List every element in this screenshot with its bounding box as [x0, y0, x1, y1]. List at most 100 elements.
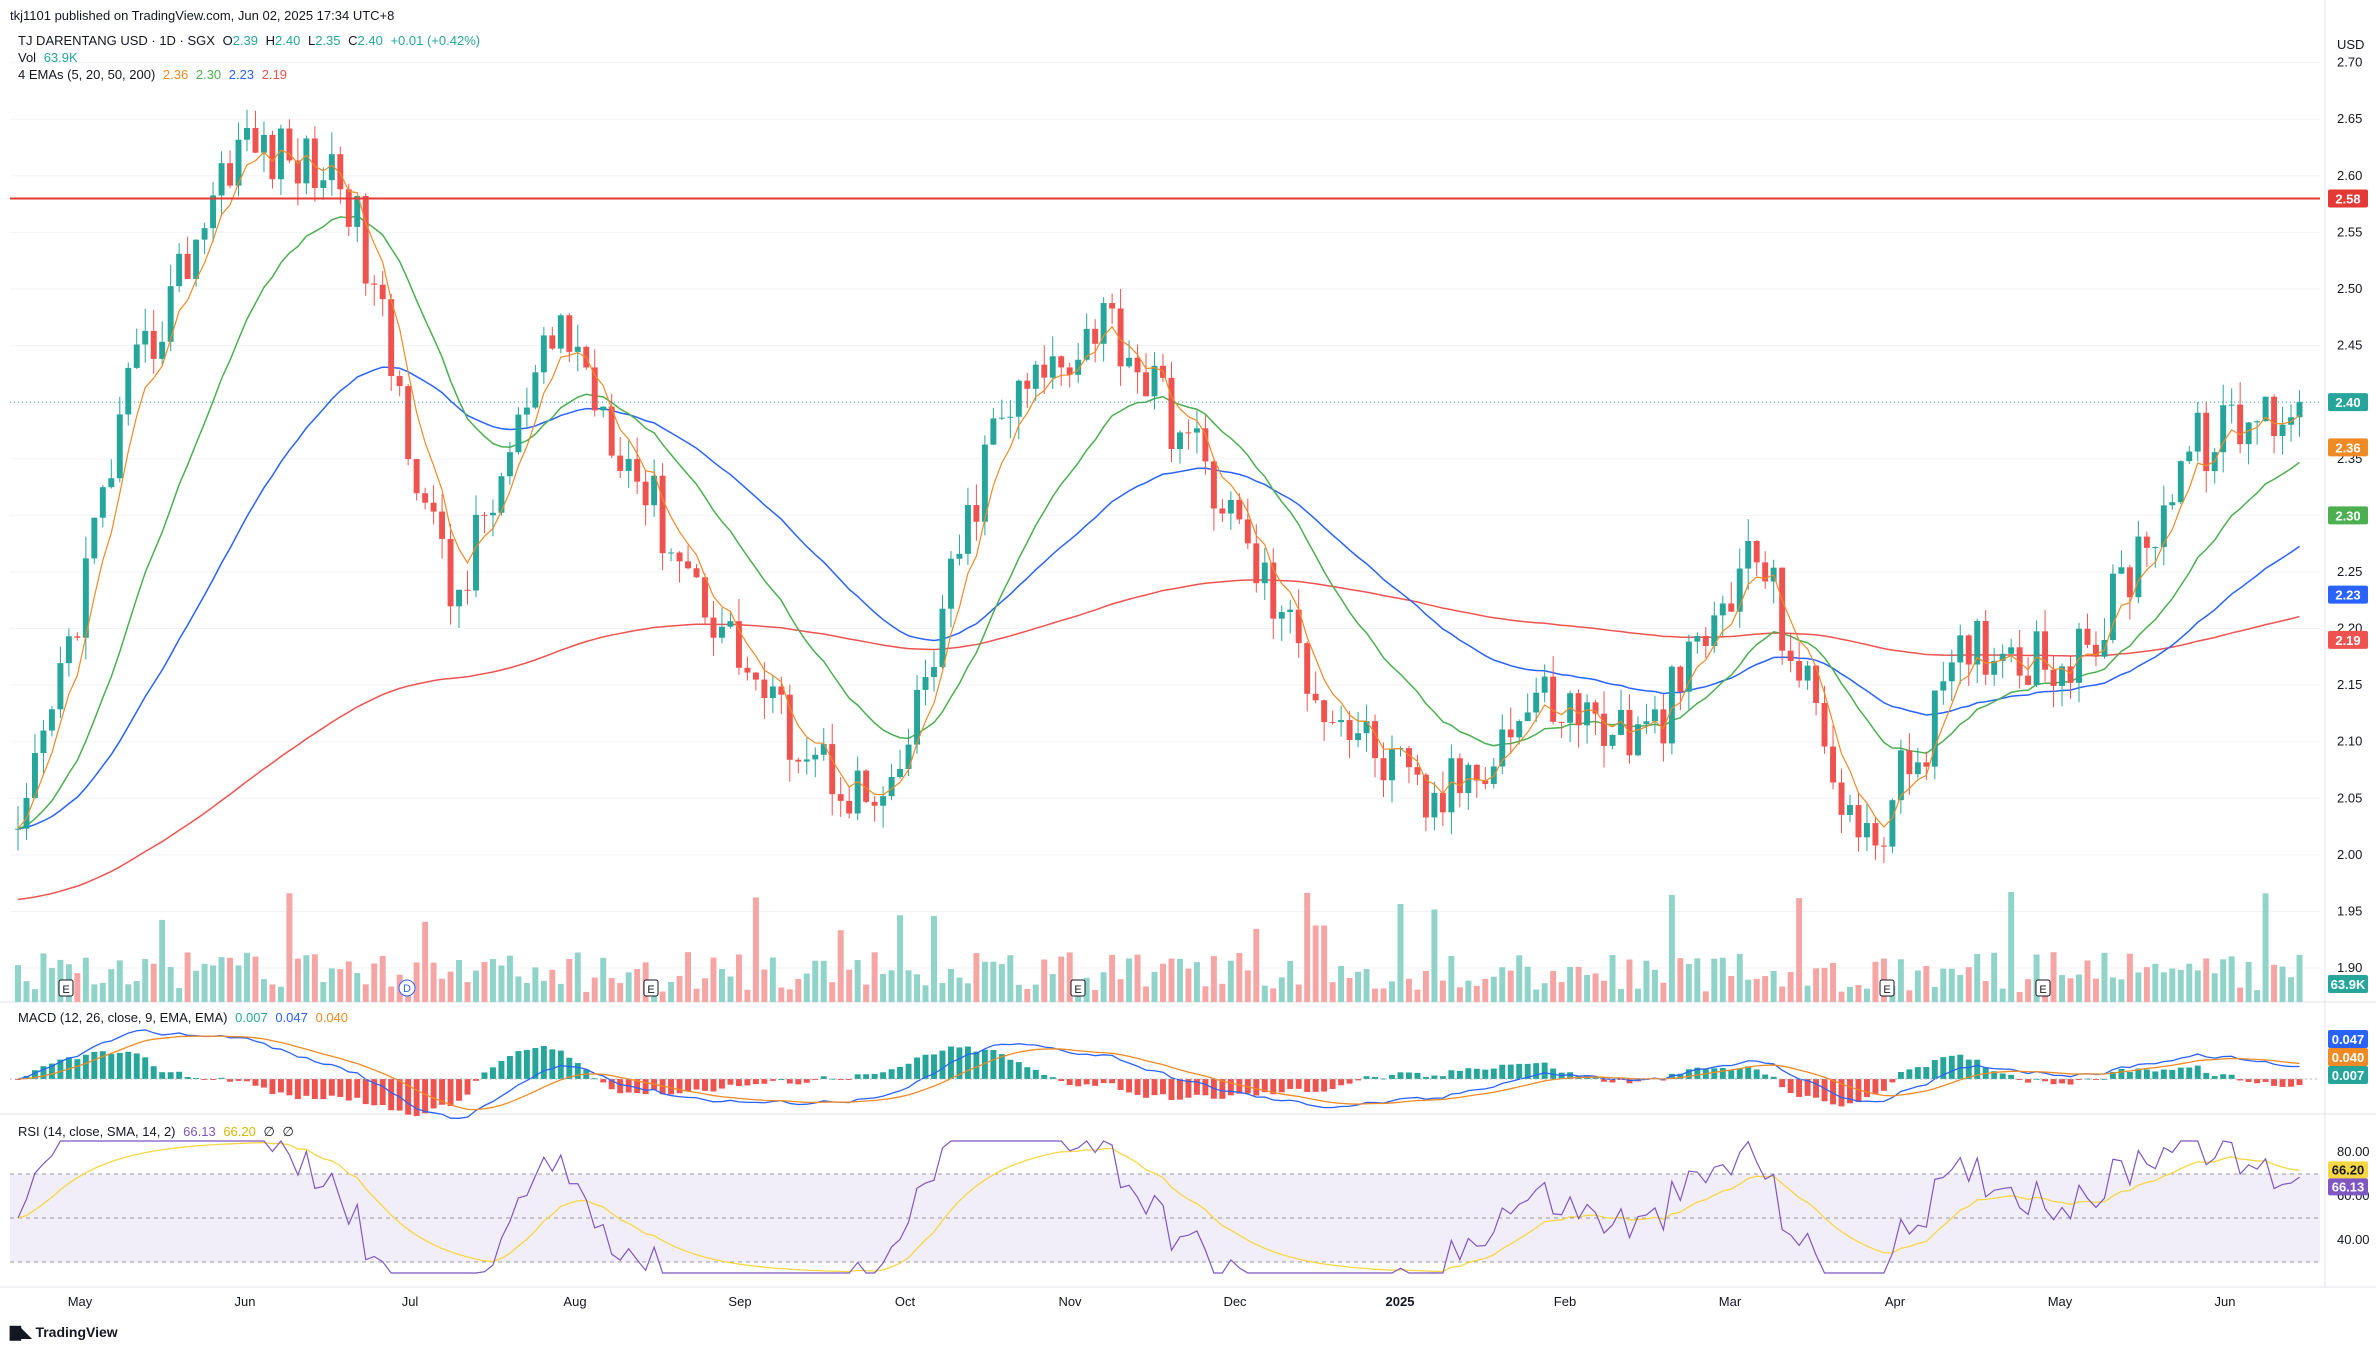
volume-bar	[142, 959, 149, 1002]
candle-body	[651, 475, 658, 506]
volume-bar	[693, 988, 700, 1002]
macd-hist-bar	[710, 1079, 717, 1092]
volume-bar	[1126, 958, 1133, 1002]
macd-hist-bar	[1456, 1070, 1463, 1079]
ema-legend[interactable]: 4 EMAs (5, 20, 50, 200) 2.36 2.30 2.23 2…	[18, 67, 287, 82]
candle-body	[1609, 734, 1616, 746]
candle-body	[1660, 709, 1667, 744]
time-axis[interactable]: May Jun Jul Aug Sep Oct Nov Dec 2025 Feb Mar Apr May…	[68, 1294, 2236, 1309]
price-axis[interactable]: 2.702.652.602.552.502.452.402.352.302.25…	[2328, 37, 2368, 993]
candle-body	[235, 139, 242, 186]
candle-body	[1380, 758, 1387, 781]
candle-body	[685, 561, 692, 569]
candle-body	[447, 538, 454, 607]
macd-hist-bar	[2203, 1072, 2210, 1079]
macd-hist-bar	[345, 1079, 352, 1101]
candle-body	[1694, 635, 1701, 642]
candle-body	[65, 636, 72, 664]
candle-body	[23, 797, 30, 829]
candle-body	[2059, 666, 2066, 686]
macd-hist-bar	[2118, 1069, 2125, 1079]
macd-pane[interactable]: 0.047 0.040 0.007	[10, 1029, 2368, 1119]
macd-hist-bar	[1355, 1079, 1362, 1081]
volume-bar	[1024, 988, 1031, 1002]
macd-hist-bar	[803, 1079, 810, 1083]
earnings-marker: E	[62, 984, 69, 996]
macd-badge-bg	[2328, 1030, 2368, 1048]
candle-body	[515, 414, 522, 453]
macd-hist-bar	[2101, 1078, 2108, 1080]
volume-bar	[1185, 968, 1192, 1002]
volume-bar	[2296, 954, 2303, 1002]
candle-body	[210, 195, 217, 229]
candle-body	[15, 828, 21, 830]
volume-bar	[447, 971, 454, 1002]
candle-body	[2135, 536, 2142, 598]
macd-hist-bar	[557, 1050, 564, 1079]
macd-hist-bar	[2271, 1079, 2278, 1086]
ema50-path	[17, 366, 2300, 830]
volume-bar	[1533, 989, 1540, 1002]
tradingview-logo[interactable]: ▇◣ TradingView	[10, 1324, 118, 1341]
macd-hist-bar	[2076, 1079, 2082, 1080]
volume-bar	[2059, 975, 2066, 1002]
volume-bar	[303, 955, 310, 1002]
volume-bar	[1304, 892, 1311, 1002]
volume-bar	[286, 893, 293, 1002]
volume-bar	[506, 955, 513, 1002]
macd-hist-bar	[1796, 1079, 1803, 1097]
logo-text: TradingView	[35, 1324, 118, 1340]
candle-body	[1482, 780, 1489, 784]
high-label: H	[265, 33, 276, 48]
volume-bar	[1210, 956, 1217, 1002]
time-tick: May	[2048, 1294, 2073, 1309]
ema200-path	[17, 579, 2300, 901]
volume-bar	[1601, 980, 1608, 1002]
candle-body	[439, 511, 446, 539]
volume-bar	[498, 965, 505, 1002]
candle-body	[40, 730, 47, 754]
macd-hist-bar	[964, 1046, 971, 1079]
macd-hist-bar	[1872, 1079, 1879, 1095]
macd-hist-bar	[820, 1076, 827, 1079]
volume-bar	[1397, 904, 1404, 1002]
macd-legend[interactable]: MACD (12, 26, close, 9, EMA, EMA) 0.007 …	[18, 1010, 348, 1025]
event-markers[interactable]: E E E E ED	[58, 979, 2051, 997]
macd-hist-bar	[981, 1049, 988, 1079]
rsi-legend[interactable]: RSI (14, close, SMA, 14, 2) 66.13 66.20 …	[18, 1124, 294, 1140]
volume-bar	[133, 981, 140, 1002]
candle-body	[998, 417, 1005, 419]
candle-body	[837, 794, 844, 801]
volume-bar	[1923, 966, 1930, 1002]
candle-body	[371, 283, 378, 285]
time-tick: Nov	[1058, 1294, 1082, 1309]
volume-bar	[1422, 970, 1429, 1002]
macd-hist-bar	[498, 1060, 505, 1079]
macd-hist-bar	[1032, 1069, 1039, 1079]
candle-body	[2194, 412, 2201, 452]
macd-hist-bar	[922, 1054, 929, 1079]
candles[interactable]	[15, 109, 2303, 863]
volume-legend[interactable]: Vol 63.9K	[18, 50, 78, 65]
volume-bar	[1685, 963, 1692, 1002]
candle-body	[939, 608, 946, 668]
volume-bar	[473, 970, 479, 1002]
volume-bar	[1660, 982, 1667, 1002]
macd-hist-bar	[1855, 1079, 1862, 1103]
volume-bar	[1906, 990, 1913, 1002]
candle-body	[1507, 729, 1514, 738]
candle-body	[693, 568, 700, 578]
volume-bar	[159, 919, 166, 1002]
macd-hist-bar	[1847, 1079, 1853, 1104]
ema5-badge-bg	[2328, 438, 2368, 457]
macd-hist-bar	[931, 1054, 937, 1079]
symbol-legend[interactable]: TJ DARENTANG USD · 1D · SGX O2.39 H2.40 …	[18, 33, 480, 48]
candle-body	[150, 330, 157, 359]
macd-hist-bar	[1422, 1076, 1429, 1079]
volume-bar	[863, 984, 870, 1002]
macd-hist-bar	[201, 1079, 208, 1080]
time-tick: Jun	[235, 1294, 256, 1309]
candle-body	[2118, 567, 2125, 574]
